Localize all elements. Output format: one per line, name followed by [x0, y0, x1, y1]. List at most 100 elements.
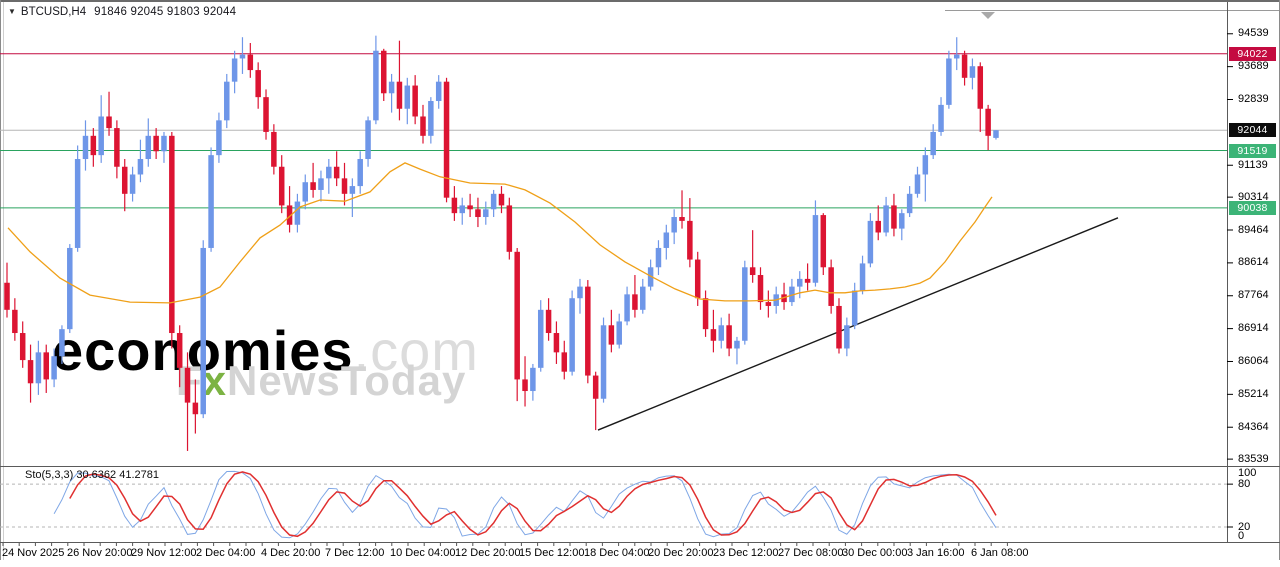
bear-candle-body	[176, 333, 183, 368]
stoch-axis-label: 100	[1238, 467, 1257, 479]
bull-candle-body	[35, 352, 42, 384]
bear-candle-body	[396, 81, 403, 109]
time-tick-label: 3 Jan 16:00	[907, 547, 965, 559]
bear-candle-body	[749, 267, 756, 276]
bull-candle-body	[318, 178, 324, 190]
bull-candle-body	[365, 120, 371, 160]
bull-candle-body	[851, 290, 858, 326]
bear-candle-body	[184, 367, 191, 403]
stoch-axis-label: 80	[1238, 478, 1251, 491]
bull-candle-body	[490, 193, 497, 210]
time-tick-label: 29 Nov 12:00	[131, 547, 197, 559]
bear-candle-body	[820, 215, 827, 268]
bull-candle-body	[867, 220, 874, 264]
bull-candle-body	[663, 232, 670, 248]
bear-candle-body	[679, 217, 685, 221]
bear-candle-body	[420, 116, 426, 136]
bull-candle-body	[640, 286, 646, 310]
bear-candle-body	[828, 267, 834, 306]
bear-candle-body	[891, 205, 897, 229]
price-tick-label: 91139	[1238, 158, 1268, 171]
window-left-border-inner	[3, 2, 4, 560]
bear-candle-body	[702, 298, 709, 330]
bear-candle-body	[381, 50, 387, 94]
bull-candle-body	[906, 193, 913, 214]
time-tick-label: 26 Nov 20:00	[67, 547, 133, 559]
time-tick-label: 23 Dec 12:00	[713, 547, 779, 559]
price-tick-label: 85214	[1238, 387, 1269, 400]
dropdown-triangle-icon[interactable]: ▼	[8, 7, 16, 16]
bull-candle-body	[789, 286, 795, 303]
bull-candle-body	[616, 321, 622, 345]
bear-candle-body	[106, 116, 112, 129]
trendline	[597, 217, 1119, 431]
price-axis-separator[interactable]	[1227, 2, 1228, 543]
bull-candle-body	[200, 247, 206, 415]
bull-candle-body	[844, 325, 850, 349]
bull-candle-body	[435, 81, 442, 102]
bear-candle-body	[271, 131, 277, 167]
stoch-k-line	[53, 470, 997, 539]
bear-candle-body	[192, 402, 199, 415]
bull-candle-body	[734, 340, 740, 349]
bear-candle-body	[977, 66, 984, 109]
bull-candle-body	[74, 159, 81, 248]
time-tick-label: 15 Dec 12:00	[519, 547, 585, 559]
bull-candle-body	[294, 201, 301, 225]
price-badge-red: 94022	[1229, 46, 1276, 61]
time-tick-label: 7 Dec 12:00	[325, 547, 385, 559]
bull-candle-body	[302, 182, 309, 202]
pane-separator[interactable]	[0, 466, 1280, 467]
bear-candle-body	[592, 375, 599, 399]
bear-candle-body	[286, 205, 293, 225]
time-axis-separator	[0, 542, 1280, 543]
price-tick-label: 83539	[1238, 452, 1269, 465]
bear-candle-body	[585, 286, 591, 376]
price-tick-label: 89464	[1238, 223, 1269, 236]
bull-candle-body	[624, 294, 630, 322]
bear-candle-body	[121, 166, 128, 194]
bull-candle-body	[51, 356, 57, 380]
bull-candle-body	[796, 278, 803, 287]
price-tick-label: 84364	[1238, 420, 1269, 433]
stochastic-k-value: 30.6362	[76, 469, 117, 481]
window-top-border	[0, 0, 1280, 2]
bear-candle-body	[475, 209, 481, 218]
time-tick-label: 24 Nov 2025	[2, 547, 65, 559]
bear-candle-body	[561, 352, 568, 372]
bull-candle-body	[647, 267, 654, 287]
bull-candle-body	[59, 329, 65, 357]
bull-candle-body	[993, 130, 999, 138]
bull-candle-body	[922, 155, 929, 175]
bull-candle-body	[859, 263, 866, 291]
bull-candle-body	[969, 66, 976, 78]
chart-shift-marker[interactable]	[981, 12, 995, 19]
bull-candle-body	[82, 135, 89, 160]
time-tick-label: 12 Dec 20:00	[455, 547, 521, 559]
time-tick-label: 20 Dec 20:00	[648, 547, 714, 559]
bear-candle-body	[694, 259, 701, 299]
bull-candle-body	[671, 217, 677, 233]
price-tick-label: 90314	[1238, 190, 1269, 203]
bear-candle-body	[90, 135, 97, 156]
symbol-label: BTCUSD,H4	[20, 6, 87, 18]
bear-candle-body	[4, 282, 10, 310]
bull-candle-body	[600, 325, 607, 399]
bull-candle-body	[930, 131, 936, 156]
stoch-axis-label: 20	[1238, 521, 1251, 533]
bull-candle-body	[914, 174, 921, 194]
ohlc-values: 91846 92045 91803 92044	[94, 6, 237, 18]
bear-candle-body	[545, 309, 552, 334]
bear-candle-body	[514, 251, 520, 380]
bear-candle-body	[27, 360, 34, 384]
bull-candle-body	[404, 85, 411, 109]
bull-candle-body	[428, 101, 434, 136]
bear-candle-body	[412, 85, 418, 117]
bear-candle-body	[781, 294, 787, 303]
bear-candle-body	[757, 275, 764, 303]
price-tick-label: 94539	[1238, 27, 1269, 40]
bear-candle-body	[710, 329, 717, 341]
bull-candle-body	[357, 159, 363, 187]
